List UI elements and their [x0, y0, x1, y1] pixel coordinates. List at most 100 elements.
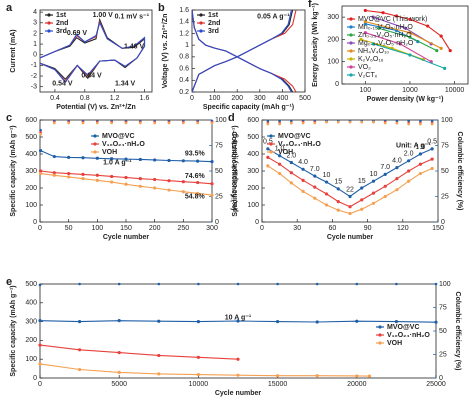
x-tick-label: 250 [177, 225, 189, 232]
y2-tick-label: 100 [215, 117, 227, 124]
annotation: 0.69 V [67, 30, 88, 37]
data-point [430, 122, 434, 126]
series-line [39, 21, 146, 84]
data-point [363, 8, 367, 13]
data-point [278, 122, 281, 126]
data-point [236, 319, 240, 323]
data-point [430, 157, 434, 161]
legend-marker [269, 142, 273, 146]
x-axis-label: Cycle number [103, 234, 150, 241]
data-point [117, 319, 121, 323]
legend-marker [349, 57, 353, 61]
data-point [426, 24, 430, 28]
data-point [434, 320, 438, 324]
data-point [367, 374, 372, 378]
data-point [39, 132, 42, 136]
legend-marker [199, 21, 203, 25]
data-point [110, 174, 114, 179]
data-point [371, 201, 376, 205]
data-point [439, 34, 443, 38]
legend-marker [349, 65, 353, 69]
data-point [315, 320, 319, 324]
y2-axis-label: Columbic efficiency (%) [230, 132, 237, 211]
x-tick-label: 300 [206, 225, 218, 232]
data-point [52, 171, 56, 175]
data-point [210, 182, 214, 186]
data-point [313, 174, 317, 178]
data-point [110, 157, 114, 161]
data-point [81, 156, 85, 160]
data-point [324, 180, 329, 184]
data-point [197, 282, 200, 286]
panel-label: b [158, 2, 165, 14]
data-point [38, 362, 42, 366]
data-point [407, 122, 410, 126]
data-point [355, 282, 359, 286]
rate-label: 1.0 [416, 144, 426, 151]
data-point [67, 155, 71, 159]
y-tick-label: 500 [247, 134, 259, 141]
rate-label: 2.0 [404, 151, 414, 158]
data-point [67, 121, 70, 125]
data-point [408, 53, 412, 57]
data-point [348, 194, 352, 199]
data-point [301, 189, 305, 193]
data-point [278, 162, 282, 166]
data-point [157, 372, 161, 376]
legend-label: 1st [56, 12, 67, 19]
legend-label: 2nd [56, 20, 68, 27]
data-point [419, 119, 422, 123]
legend-label: 3rd [56, 28, 67, 35]
data-point [38, 283, 42, 287]
legend-marker [47, 21, 51, 25]
data-point [276, 374, 280, 378]
data-point [443, 66, 447, 70]
data-point [324, 192, 329, 196]
y2-tick-label: 25 [439, 351, 447, 358]
annotation: 1.34 V [115, 81, 136, 88]
data-point [167, 188, 171, 192]
x-tick-label: 0.8 [80, 95, 90, 102]
legend-marker [349, 73, 353, 77]
legend-marker [349, 25, 353, 29]
x-tick-label: 90 [364, 225, 372, 232]
data-point [167, 179, 171, 183]
annotation: 10 A g⁻¹ [225, 315, 252, 322]
y-tick-label: 0 [33, 375, 37, 382]
data-point [408, 35, 412, 39]
legend-label: 3rd [208, 28, 219, 35]
data-point [381, 11, 385, 15]
data-point [182, 121, 185, 125]
data-point [38, 171, 43, 176]
x-tick-label: 1.2 [110, 95, 120, 102]
annotation: 74.6% [185, 173, 206, 180]
legend-marker [349, 49, 353, 53]
legend-label: 2nd [208, 20, 220, 27]
series-line [39, 344, 239, 360]
data-point [395, 282, 398, 286]
data-point [276, 282, 279, 286]
x-tick-label: 1.6 [140, 95, 150, 102]
data-point [418, 171, 422, 176]
legend-marker [93, 142, 97, 146]
y-tick-label: 0 [255, 219, 259, 226]
legend-label: Zn₀.₂₅V₂O₅·nH₂O [358, 32, 412, 39]
data-point [196, 320, 200, 324]
data-point [139, 121, 142, 125]
data-point [196, 373, 200, 377]
data-point [138, 177, 142, 181]
rate-label: 10 [370, 171, 378, 178]
x-tick-label: 0 [190, 95, 194, 102]
legend-marker [349, 33, 353, 37]
legend-label: NH₄V₄O₁₀ [358, 48, 389, 55]
data-point [289, 181, 293, 185]
data-point [124, 121, 128, 125]
data-point [289, 171, 293, 175]
data-point [371, 15, 375, 19]
y-tick-label: 300 [25, 168, 37, 175]
data-point [383, 121, 387, 125]
data-point [359, 37, 363, 42]
y-tick-label: 0 [33, 52, 37, 59]
legend-marker [378, 341, 382, 345]
